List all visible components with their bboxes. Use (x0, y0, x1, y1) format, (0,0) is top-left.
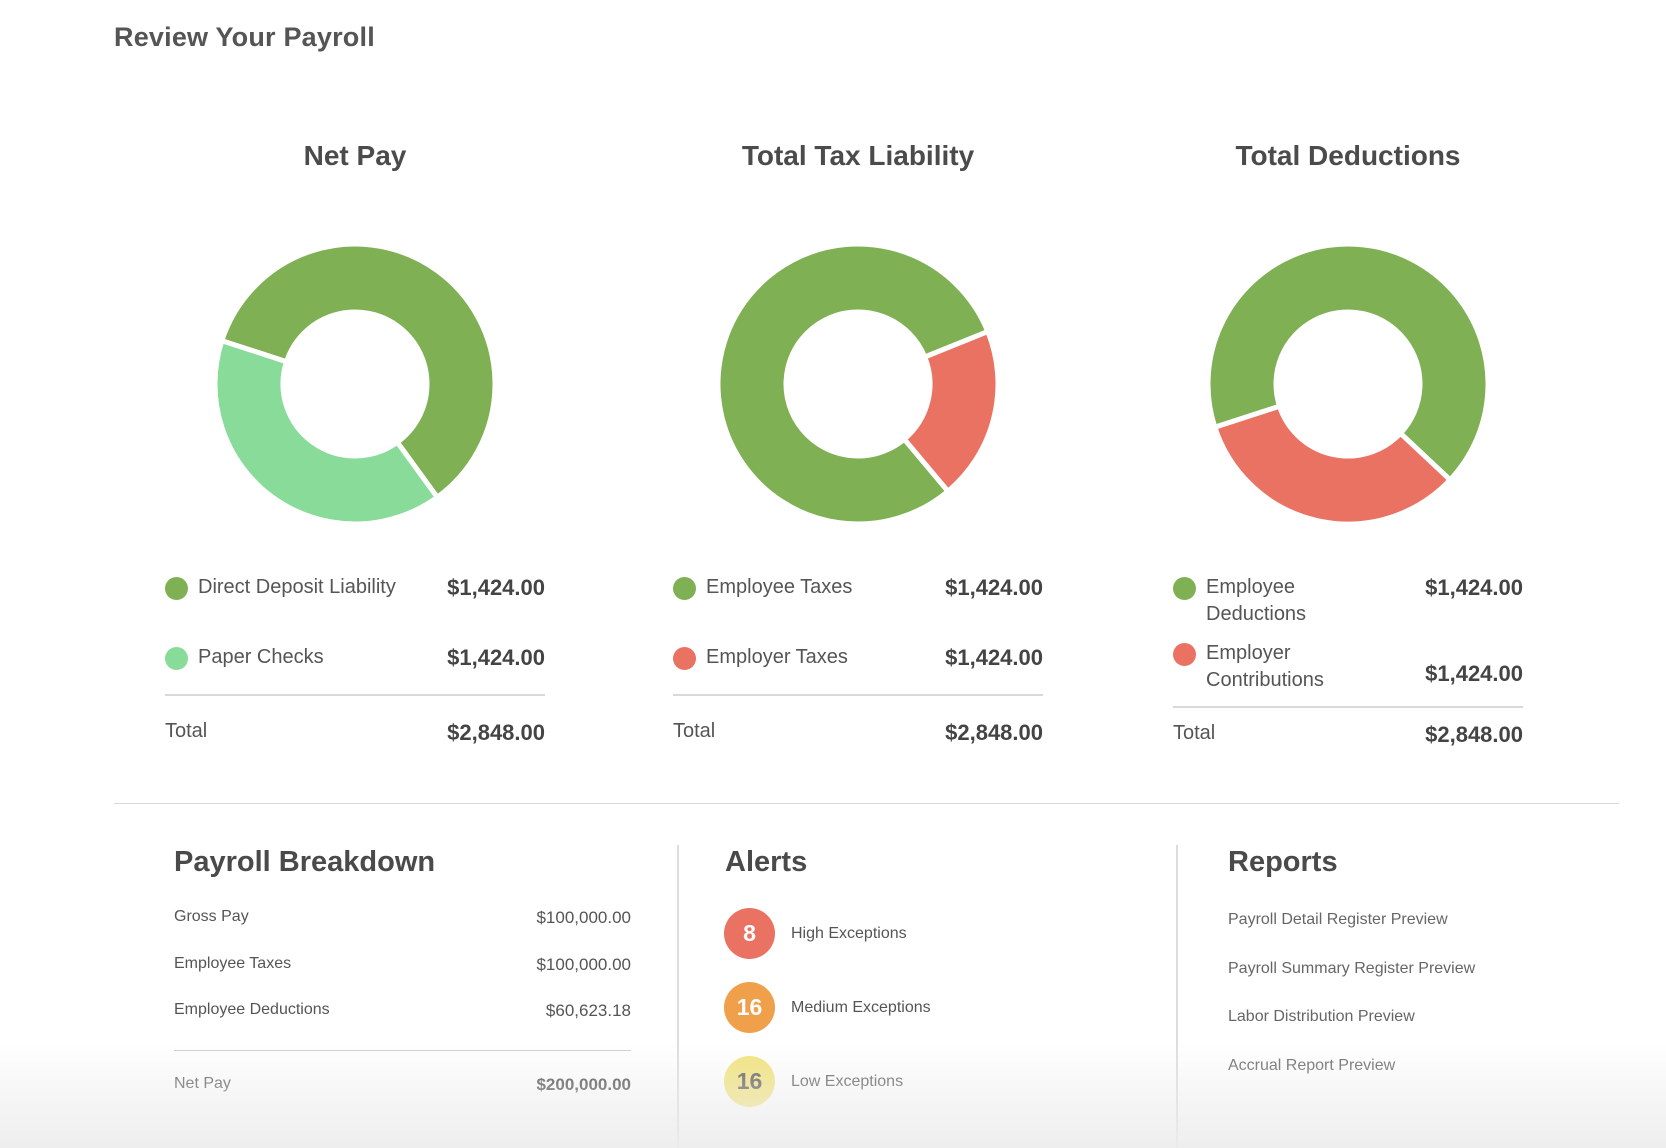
column-divider (677, 845, 679, 1148)
net-pay-legend: Direct Deposit Liability $1,424.00 Paper… (165, 574, 545, 746)
legend-label: Employer Taxes (706, 646, 848, 668)
legend-color-dot (673, 647, 696, 670)
tax-liability-donut-chart (715, 241, 1001, 527)
total-deductions-donut-chart (1205, 241, 1491, 527)
legend-value: $1,424.00 (1425, 575, 1523, 600)
legend-divider (1173, 706, 1523, 708)
breakdown-row-net-pay: Net Pay $200,000.00 (174, 1075, 631, 1095)
total-deductions-card: Total Deductions Employee Deductions $1,… (1173, 140, 1523, 748)
chart-title: Total Tax Liability (741, 140, 975, 171)
legend-color-dot (1173, 577, 1196, 600)
breakdown-label: Employee Taxes (174, 955, 292, 972)
legend-color-dot (165, 577, 188, 600)
total-value: $2,848.00 (447, 720, 545, 745)
legend-row-direct-deposit: Direct Deposit Liability $1,424.00 (165, 574, 545, 644)
legend-value: $1,424.00 (1425, 660, 1523, 686)
legend-color-dot (673, 577, 696, 600)
legend-color-dot (1173, 643, 1196, 666)
tax-liability-legend: Employee Taxes $1,424.00 Employer Taxes … (673, 574, 1043, 746)
breakdown-row-employee-deductions: Employee Deductions $60,623.18 (174, 1001, 631, 1021)
net-pay-card: Net Pay Direct Deposit Liability $1,424.… (165, 140, 545, 746)
breakdown-value: $60,623.18 (545, 1001, 631, 1020)
column-divider (1176, 845, 1178, 1148)
total-value: $2,848.00 (945, 720, 1043, 745)
report-link-payroll-detail[interactable]: Payroll Detail Register Preview (1228, 911, 1448, 928)
report-link-accrual[interactable]: Accrual Report Preview (1228, 1057, 1396, 1074)
page-title: Review Your Payroll (114, 22, 375, 52)
legend-label: Employee Deductions (1206, 576, 1307, 625)
legend-divider (165, 694, 545, 696)
reports-title: Reports (1228, 846, 1338, 878)
alert-medium-exceptions[interactable]: 16 Medium Exceptions (724, 982, 931, 1033)
tax-liability-card: Total Tax Liability Employee Taxes $1,42… (673, 140, 1043, 746)
legend-row-employer-taxes: Employer Taxes $1,424.00 (673, 644, 1043, 694)
legend-label: Direct Deposit Liability (198, 576, 396, 598)
payroll-breakdown-title: Payroll Breakdown (174, 846, 436, 878)
breakdown-divider (174, 1050, 631, 1051)
legend-value: $1,424.00 (945, 645, 1043, 670)
chart-title: Total Deductions (1235, 140, 1461, 171)
total-row: Total $2,848.00 (1173, 722, 1523, 748)
legend-label: Employer Contributions (1206, 642, 1324, 691)
legend-row-employee-deductions: Employee Deductions $1,424.00 (1173, 574, 1523, 640)
breakdown-label: Employee Deductions (174, 1001, 330, 1018)
legend-row-paper-checks: Paper Checks $1,424.00 (165, 644, 545, 694)
legend-divider (673, 694, 1043, 696)
breakdown-value: $200,000.00 (536, 1075, 631, 1094)
total-label: Total (1173, 722, 1216, 744)
alert-count-badge: 16 (724, 982, 775, 1033)
alerts-title: Alerts (725, 846, 808, 878)
legend-row-employer-contributions: Employer Contributions $1,424.00 (1173, 640, 1523, 706)
net-pay-donut-chart (212, 241, 498, 527)
breakdown-label: Net Pay (174, 1075, 231, 1092)
total-deductions-legend: Employee Deductions $1,424.00 Employer C… (1173, 574, 1523, 748)
report-link-labor-distribution[interactable]: Labor Distribution Preview (1228, 1008, 1415, 1025)
breakdown-row-employee-taxes: Employee Taxes $100,000.00 (174, 955, 631, 975)
donut-slice-employer-contributions (1211, 403, 1454, 527)
alert-high-exceptions[interactable]: 8 High Exceptions (724, 908, 907, 959)
legend-label: Employee Taxes (706, 576, 853, 598)
alert-count-badge: 8 (724, 908, 775, 959)
section-divider (114, 803, 1619, 804)
legend-label: Paper Checks (198, 646, 324, 668)
alert-label: Medium Exceptions (791, 998, 931, 1016)
total-label: Total (673, 720, 716, 742)
alert-label: High Exceptions (791, 924, 907, 942)
breakdown-label: Gross Pay (174, 908, 249, 925)
legend-value: $1,424.00 (447, 575, 545, 600)
report-link-payroll-summary[interactable]: Payroll Summary Register Preview (1228, 960, 1476, 977)
chart-title: Net Pay (303, 140, 407, 171)
donut-slice-employee-taxes (715, 241, 992, 527)
legend-value: $1,424.00 (447, 645, 545, 670)
donut-slice-employer-taxes (900, 328, 1001, 495)
legend-color-dot (165, 647, 188, 670)
total-label: Total (165, 720, 208, 742)
breakdown-row-gross-pay: Gross Pay $100,000.00 (174, 908, 631, 928)
legend-row-employee-taxes: Employee Taxes $1,424.00 (673, 574, 1043, 644)
alert-low-exceptions[interactable]: 16 Low Exceptions (724, 1056, 903, 1107)
legend-value: $1,424.00 (945, 575, 1043, 600)
total-value: $2,848.00 (1425, 722, 1523, 747)
alert-count-badge: 16 (724, 1056, 775, 1107)
donut-slice-paper-checks (212, 337, 441, 527)
alert-label: Low Exceptions (791, 1072, 904, 1090)
donut-slice-direct-deposit-liability (218, 241, 498, 501)
breakdown-value: $100,000.00 (536, 908, 631, 927)
breakdown-value: $100,000.00 (536, 955, 631, 974)
donut-slice-employee-deductions (1205, 241, 1491, 484)
total-row: Total $2,848.00 (673, 720, 1043, 746)
total-row: Total $2,848.00 (165, 720, 545, 746)
